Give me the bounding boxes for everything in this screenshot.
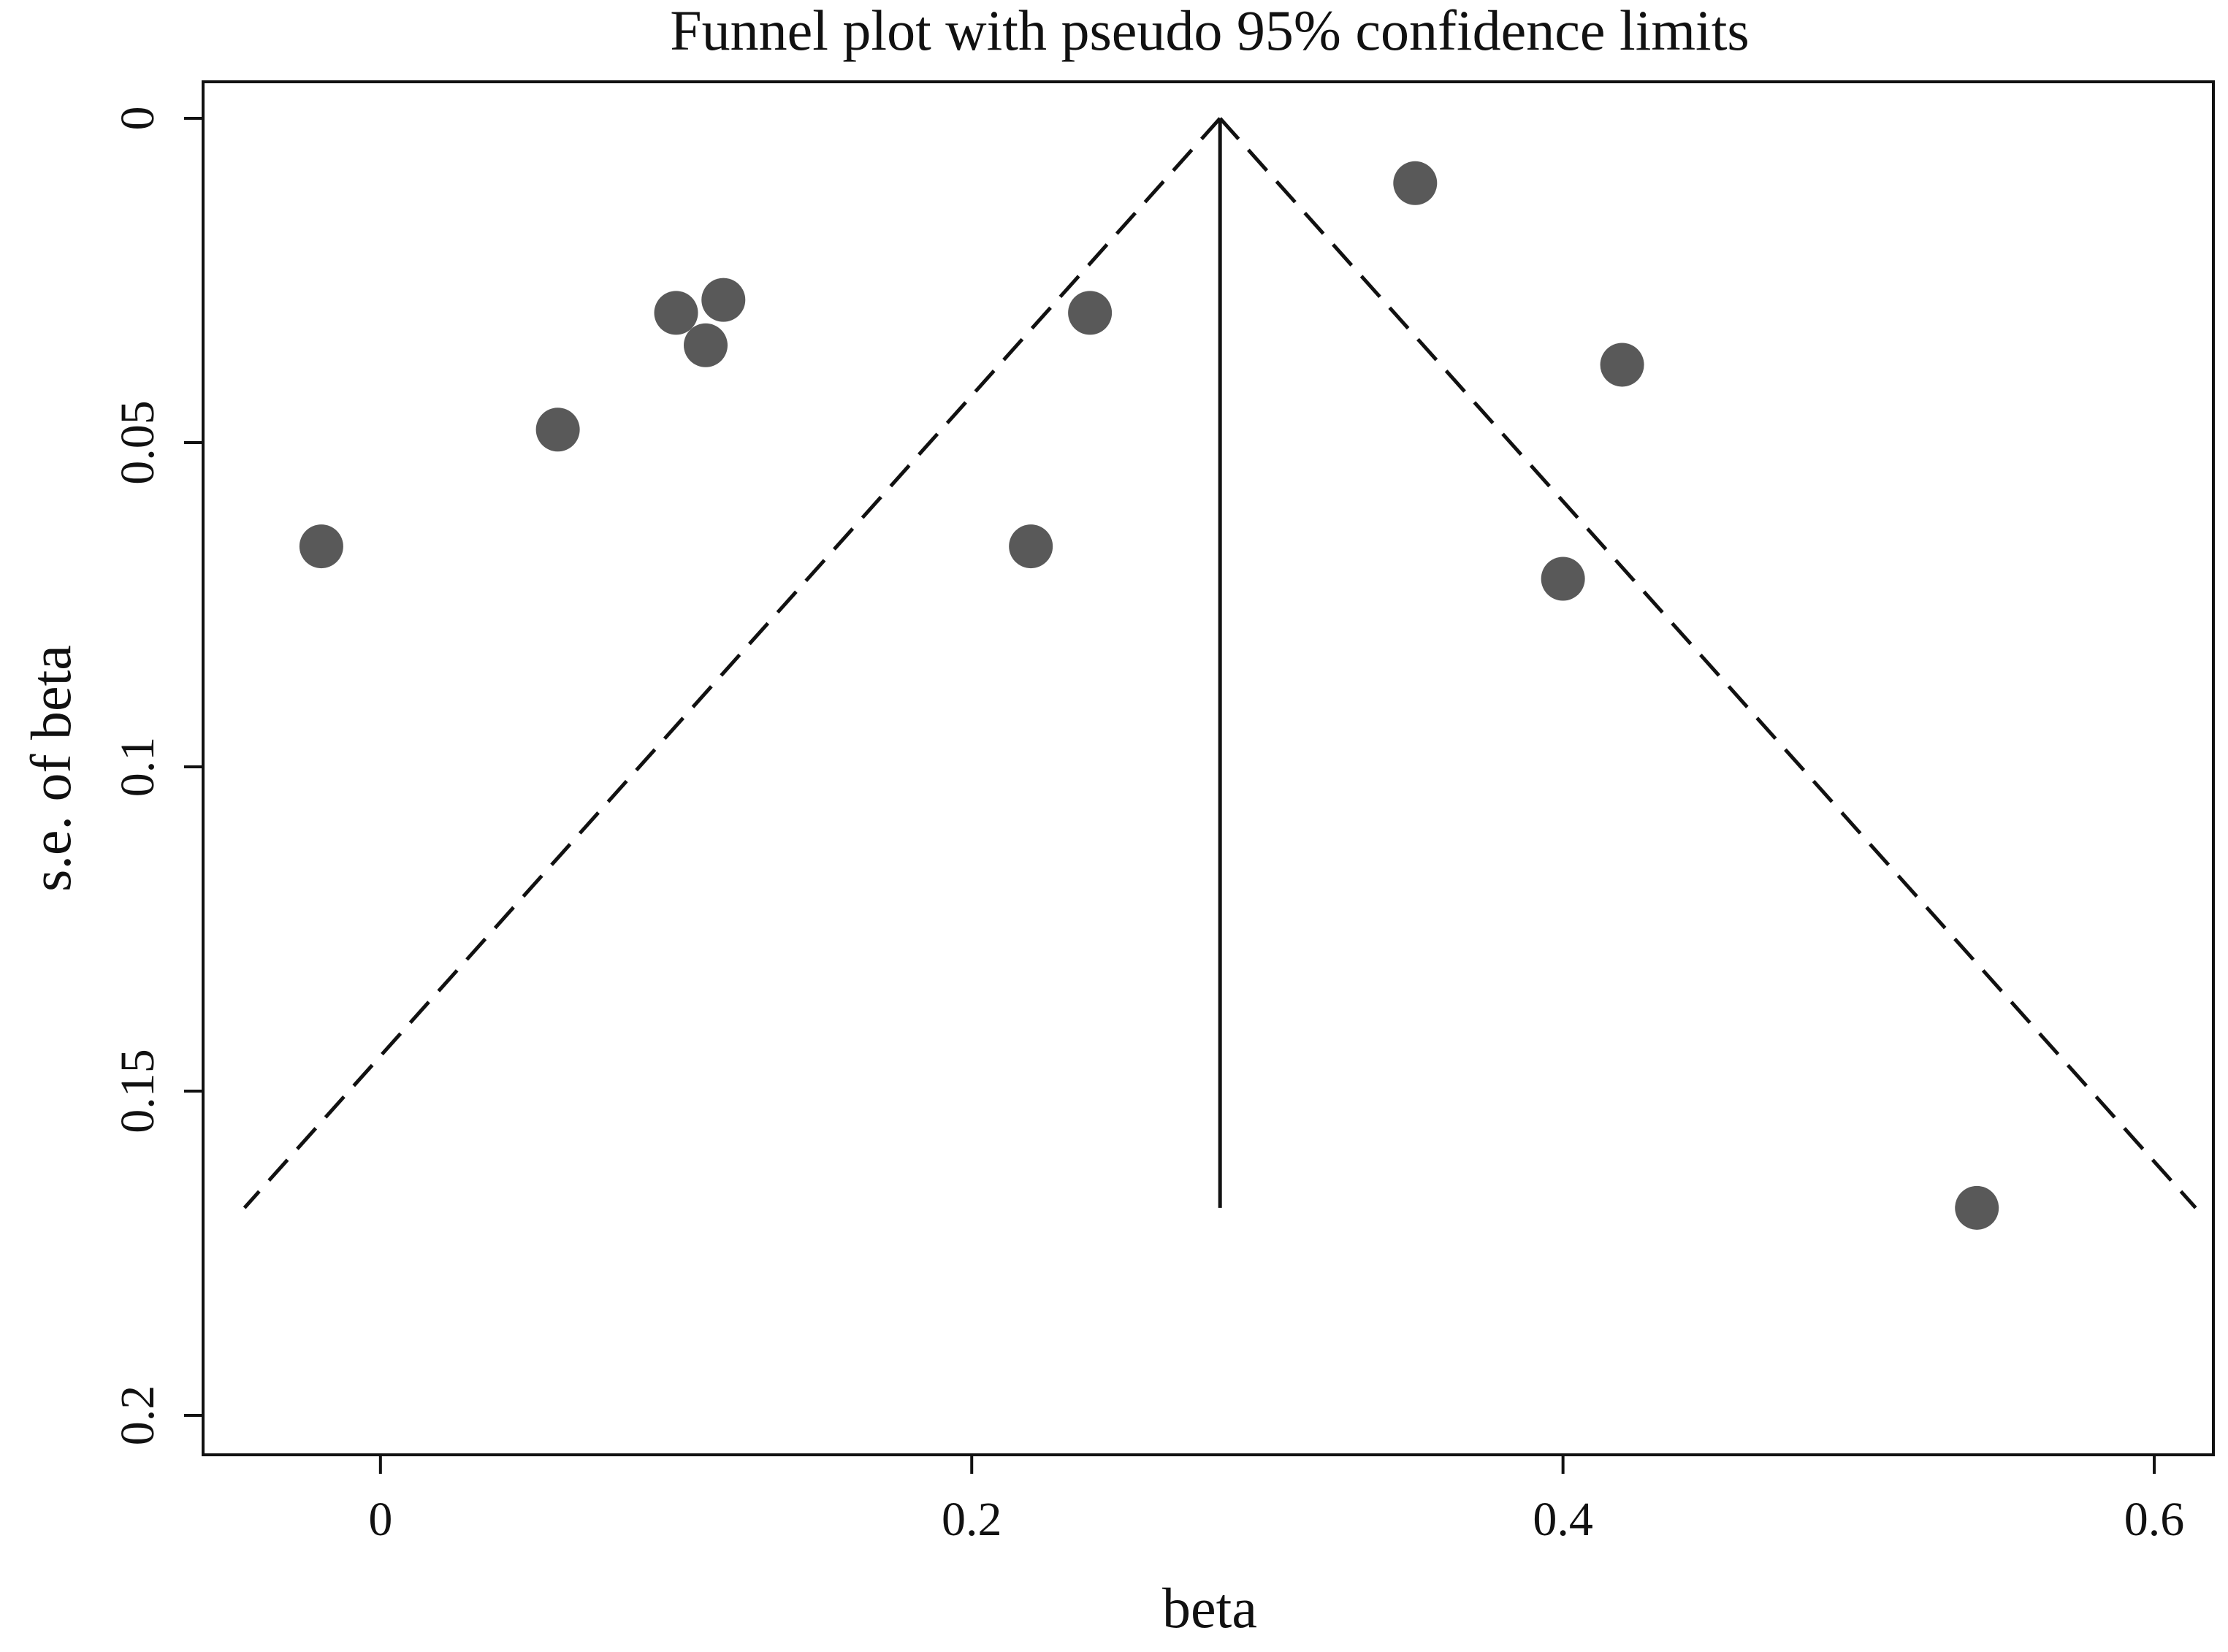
data-points — [299, 161, 1999, 1230]
x-tick-label: 0.2 — [942, 1493, 1002, 1546]
study-point — [1393, 161, 1438, 205]
study-point — [1009, 524, 1053, 569]
x-axis: 0 0.2 0.4 0.6 — [368, 1455, 2184, 1546]
funnel-left-limit — [243, 117, 1222, 1209]
study-point — [299, 524, 343, 569]
x-axis-label: beta — [1162, 1576, 1257, 1640]
y-tick-label: 0.15 — [111, 1049, 164, 1133]
chart-title: Funnel plot with pseudo 95% confidence l… — [670, 0, 1749, 62]
y-tick-label: 0.2 — [111, 1385, 164, 1446]
study-point — [701, 278, 746, 322]
funnel-right-limit — [1218, 117, 2197, 1209]
x-tick-label: 0 — [368, 1493, 392, 1546]
y-tick-label: 0 — [111, 107, 164, 131]
y-axis-label: s.e. of beta — [19, 645, 83, 892]
y-tick-label: 0.05 — [111, 400, 164, 485]
x-tick-label: 0.4 — [1533, 1493, 1593, 1546]
y-axis: 0 0.05 0.1 0.15 0.2 — [111, 107, 203, 1446]
y-tick-label: 0.1 — [111, 737, 164, 798]
plot-frame — [202, 80, 2215, 1456]
study-point — [1955, 1185, 1999, 1230]
study-point — [1068, 291, 1113, 335]
x-tick-label: 0.6 — [2124, 1493, 2185, 1546]
study-point — [535, 408, 580, 452]
study-point — [1541, 557, 1585, 601]
plot-area — [202, 80, 2215, 1456]
study-point — [684, 323, 728, 367]
study-point — [1600, 343, 1644, 387]
study-point — [654, 291, 698, 335]
funnel-lines — [243, 117, 2197, 1209]
